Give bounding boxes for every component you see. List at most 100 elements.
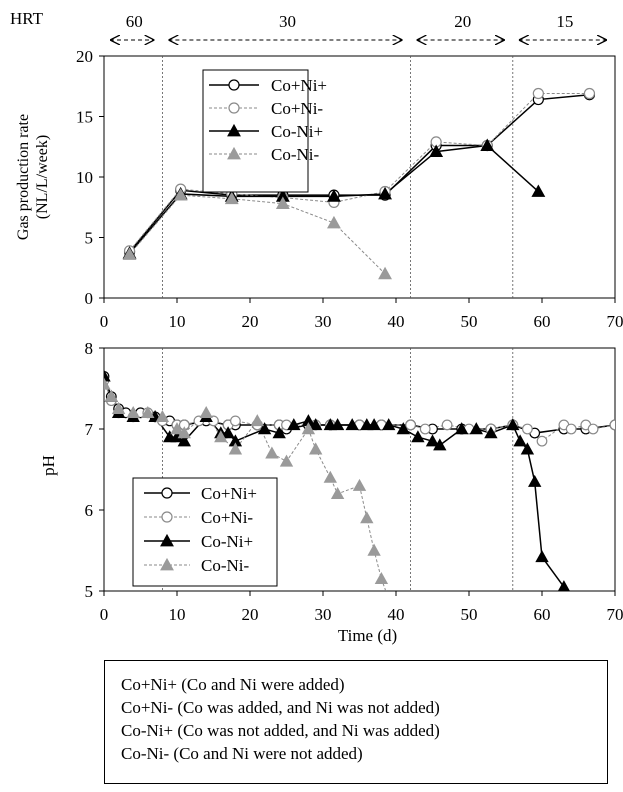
- y-axis-label-unit: (NL/L/week): [34, 135, 51, 219]
- data-point: [122, 247, 137, 260]
- note-co-ni-plus-plus: Co+Ni+ (Co and Ni were added): [121, 675, 345, 694]
- y-tick-label: 7: [85, 420, 94, 439]
- y-tick-label: 8: [85, 339, 94, 358]
- x-tick-label: 0: [100, 605, 109, 624]
- data-point: [411, 430, 425, 443]
- legend-swatch-marker: [161, 511, 173, 523]
- data-point: [367, 418, 381, 431]
- y-tick-label: 15: [76, 108, 93, 127]
- data-point: [104, 389, 118, 402]
- plot-area: [122, 87, 596, 280]
- data-point: [323, 470, 337, 483]
- x-tick-label: 0: [100, 312, 109, 331]
- data-point: [104, 369, 111, 382]
- data-point: [429, 144, 444, 157]
- data-point: [419, 423, 431, 435]
- legend-swatch-marker: [161, 487, 173, 499]
- data-point: [279, 454, 294, 467]
- data-point: [528, 474, 542, 487]
- y-tick-label: 5: [85, 582, 94, 601]
- data-point: [565, 423, 577, 435]
- data-point: [480, 138, 495, 151]
- x-tick-label: 50: [461, 312, 478, 331]
- note-co-ni-minus-minus: Co-Ni- (Co and Ni were not added): [121, 744, 363, 763]
- data-point: [536, 435, 548, 447]
- y-tick-label: 5: [85, 229, 94, 248]
- data-point: [396, 422, 410, 435]
- data-point: [522, 423, 533, 435]
- y-tick-label: 20: [76, 47, 93, 66]
- data-point: [126, 405, 140, 419]
- hrt-period-value: 20: [454, 12, 471, 31]
- y-tick-label: 10: [76, 168, 93, 187]
- legend-swatch-marker: [227, 146, 241, 160]
- legend-label: Co+Ni+: [271, 76, 327, 95]
- data-point: [520, 442, 535, 455]
- data-point: [455, 422, 469, 435]
- data-point: [228, 442, 243, 455]
- y-axis-label: Gas production rate: [15, 114, 32, 240]
- data-point: [484, 426, 498, 439]
- plot-area: [104, 369, 615, 591]
- data-point: [531, 184, 546, 197]
- data-point: [327, 215, 341, 229]
- data-point: [352, 478, 367, 491]
- data-point: [330, 486, 345, 500]
- data-point: [374, 572, 389, 585]
- x-tick-label: 60: [534, 605, 551, 624]
- legend-label: Co-Ni-: [201, 556, 250, 575]
- legend-label: Co+Ni-: [201, 508, 253, 527]
- legend: Co+Ni+ Co+Ni- Co-Ni+ Co-Ni-: [202, 69, 327, 193]
- series-line: [104, 384, 387, 591]
- legend-swatch-marker: [160, 533, 174, 547]
- data-point: [441, 419, 453, 431]
- data-point: [229, 415, 241, 427]
- data-point: [287, 418, 301, 431]
- legend-swatch-marker: [160, 557, 174, 571]
- legend-label: Co-Ni-: [271, 145, 320, 164]
- data-point: [177, 434, 191, 447]
- data-point: [405, 419, 417, 431]
- data-point: [275, 196, 290, 210]
- gas-production-chart: 0 10 20 30 40 50 60 70 0 5 10 15 20 Gas production ra…: [15, 47, 623, 331]
- x-tick-label: 50: [461, 605, 478, 624]
- data-point: [378, 186, 392, 200]
- data-point: [173, 188, 188, 201]
- x-tick-label: 10: [169, 312, 186, 331]
- x-tick-label: 40: [388, 312, 405, 331]
- data-point: [345, 418, 359, 431]
- legend-label: Co+Ni+: [201, 484, 257, 503]
- data-point: [224, 191, 239, 205]
- hrt-annotation: HRT 60 30 20 15: [10, 9, 607, 40]
- data-point: [155, 410, 170, 423]
- data-point: [309, 418, 323, 431]
- x-tick-label: 30: [315, 312, 332, 331]
- legend-swatch-marker: [227, 123, 241, 137]
- data-point: [141, 405, 155, 419]
- data-point: [587, 423, 599, 435]
- hrt-period-value: 30: [279, 12, 296, 31]
- hrt-period-value: 60: [126, 12, 143, 31]
- data-point: [535, 550, 549, 563]
- treatment-notes-box: Co+Ni+ (Co and Ni were added) Co+Ni- (Co…: [104, 660, 608, 784]
- data-point: [111, 401, 126, 414]
- plot-frame: [103, 347, 616, 592]
- x-tick-label: 40: [388, 605, 405, 624]
- legend-swatch-marker: [228, 79, 240, 91]
- hrt-period-value: 15: [556, 12, 573, 31]
- data-point: [170, 422, 184, 435]
- x-tick-label: 70: [607, 605, 623, 624]
- legend-label: Co-Ni+: [201, 532, 253, 551]
- data-point: [221, 426, 235, 439]
- data-point: [214, 430, 228, 443]
- legend-frame: [132, 477, 278, 587]
- x-tick-label: 20: [242, 312, 259, 331]
- data-point: [506, 418, 520, 431]
- data-point: [327, 189, 341, 202]
- data-point: [609, 419, 615, 431]
- data-point: [367, 543, 381, 556]
- data-point: [532, 87, 544, 100]
- x-tick-label: 60: [534, 312, 551, 331]
- data-point: [265, 446, 279, 459]
- x-tick-label: 30: [315, 605, 332, 624]
